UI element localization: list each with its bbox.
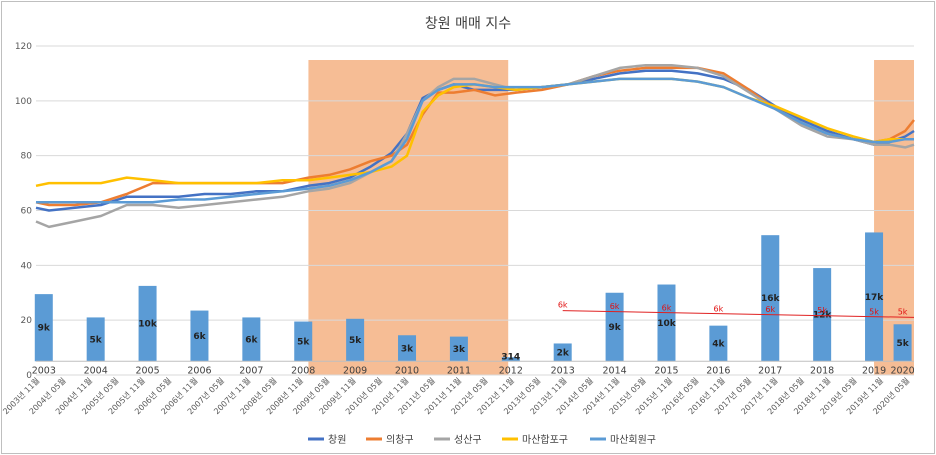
bar-category-label: 2008 <box>291 365 315 376</box>
bar-category-label: 2004 <box>84 365 108 376</box>
bar-data-label: 5k <box>349 336 362 346</box>
annotation-label: 5k <box>869 307 879 316</box>
bar-data-label: 5k <box>90 335 103 345</box>
y-tick-label: 40 <box>21 261 33 271</box>
series-line-마산합포구 <box>35 77 914 188</box>
bar-category-label: 2009 <box>343 365 367 376</box>
bar <box>657 284 676 362</box>
bar-category-label: 2015 <box>654 365 678 376</box>
y-tick-label: 100 <box>15 97 32 107</box>
bar-category-label: 2003 <box>32 365 56 376</box>
bar-data-label: 16k <box>761 294 781 304</box>
bar-data-label: 10k <box>657 319 677 329</box>
bar-data-label: 9k <box>608 323 621 333</box>
shaded-periods <box>308 60 914 375</box>
bar-data-label: 5k <box>297 337 310 347</box>
bar-category-label: 2011 <box>447 365 471 376</box>
bar-data-label: 6k <box>245 335 258 345</box>
bar-series: 9k 2003 5k 2004 10k 2005 6k 2006 6k 2007 5k 2008 5k 2… <box>32 232 915 376</box>
bar <box>893 324 912 362</box>
y-tick-label: 60 <box>21 207 33 217</box>
bar-category-label: 2019 <box>862 365 886 376</box>
legend: 창원 의창구 성산구 마산합포구 마산회원구 <box>308 434 656 446</box>
bar <box>346 318 365 362</box>
bar <box>86 317 105 362</box>
trend-line <box>562 310 915 318</box>
red-annotations: 6k 6k 6k 6k 6k 5k 5k 5k <box>558 301 915 318</box>
legend-entry: 창원 <box>328 434 346 446</box>
bar <box>398 335 417 362</box>
bar-category-label: 2007 <box>239 365 263 376</box>
bar <box>242 317 261 362</box>
bar <box>449 336 468 362</box>
bar <box>865 232 884 362</box>
bar-category-label: 2014 <box>602 365 626 376</box>
bar <box>190 310 209 362</box>
bar-category-label: 2016 <box>706 365 730 376</box>
bar-category-label: 2010 <box>395 365 419 376</box>
y-tick-label: 20 <box>21 316 33 326</box>
bar-category-label: 2017 <box>758 365 782 376</box>
annotation-label: 6k <box>765 305 775 314</box>
annotation-label: 5k <box>898 307 908 316</box>
bar-category-label: 2013 <box>551 365 575 376</box>
bar <box>553 343 572 362</box>
bar-data-label: 314 <box>501 352 520 362</box>
bar-data-label: 6k <box>193 332 206 342</box>
annotation-label: 5k <box>817 306 827 315</box>
legend-entry: 성산구 <box>454 434 482 446</box>
bar <box>813 268 832 362</box>
bar <box>138 285 157 362</box>
bar <box>605 292 624 362</box>
bar-category-label: 2006 <box>187 365 211 376</box>
bar-category-label: 2020 <box>890 365 914 376</box>
legend-entry: 의창구 <box>386 434 414 446</box>
bar-category-label: 2005 <box>135 365 159 376</box>
bar <box>709 325 728 362</box>
bar-data-label: 5k <box>896 339 909 349</box>
bar <box>294 321 313 362</box>
bar-data-label: 3k <box>401 344 414 354</box>
annotation-label: 6k <box>662 303 672 312</box>
bar-category-label: 2012 <box>499 365 523 376</box>
bar <box>34 294 53 362</box>
chart-title: 창원 매매 지수 <box>425 16 511 32</box>
bar-data-label: 10k <box>138 320 158 330</box>
bar-data-label: 2k <box>557 348 570 358</box>
annotation-label: 6k <box>714 305 724 314</box>
bar <box>501 357 520 362</box>
bar-data-label: 4k <box>712 339 725 349</box>
line-series <box>35 63 915 229</box>
y-tick-label: 0 <box>26 371 32 381</box>
shaded-period-1 <box>308 60 509 375</box>
bar-data-label: 17k <box>865 293 885 303</box>
series-line-마산회원구 <box>36 77 914 204</box>
bar <box>761 235 780 362</box>
bar-category-label: 2018 <box>810 365 834 376</box>
y-tick-label: 80 <box>21 152 33 162</box>
y-tick-label: 120 <box>15 42 32 52</box>
legend-entry: 마산합포구 <box>522 434 568 446</box>
bar-data-label: 9k <box>38 324 51 334</box>
legend-entry: 마산회원구 <box>610 434 656 446</box>
annotation-label: 6k <box>610 302 620 311</box>
annotation-label: 6k <box>558 301 568 310</box>
bar-data-label: 3k <box>453 345 466 355</box>
